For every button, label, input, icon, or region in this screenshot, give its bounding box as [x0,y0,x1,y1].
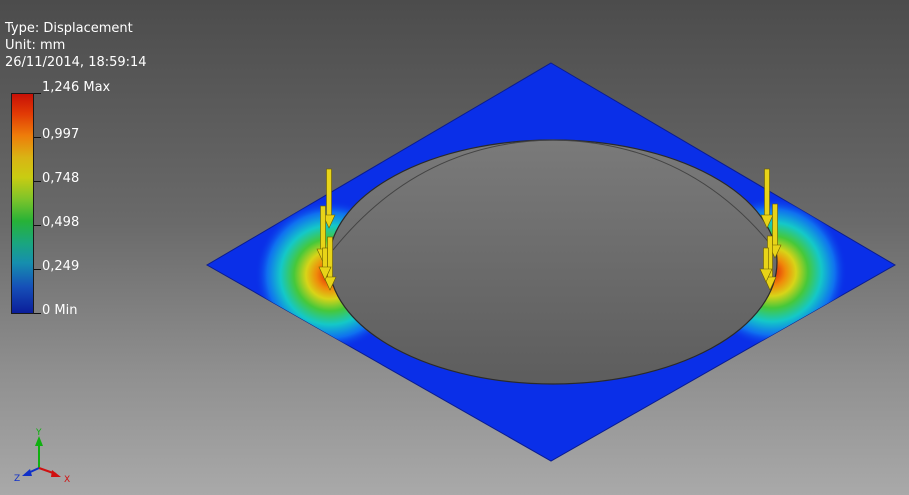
x-axis-label: X [64,475,70,485]
result-type: Type: Displacement [5,21,133,36]
load-arrows-left[interactable] [316,168,337,291]
legend-label: 0,249 [42,259,80,274]
legend-tick [34,137,41,138]
legend-max-label: 1,246 Max [42,80,111,95]
center-hole [328,139,778,385]
legend-label: 0,748 [42,171,80,186]
x-axis-arrow-icon [51,470,61,477]
z-axis-arrow-icon [22,469,32,476]
legend-tick [34,313,41,314]
y-axis-arrow-icon [35,436,43,446]
legend-tick [34,93,41,94]
load-arrow-icon[interactable] [318,247,332,281]
legend-tick [34,181,41,182]
legend-tick [34,269,41,270]
load-arrow-icon[interactable] [760,168,774,229]
legend-label: 0,997 [42,127,80,142]
legend-tick [34,225,41,226]
result-timestamp: 26/11/2014, 18:59:14 [5,55,147,70]
load-arrows-right[interactable] [759,168,782,291]
y-axis-label: Y [35,428,42,438]
legend-label: 0,498 [42,215,80,230]
legend-color-bar [11,93,34,314]
load-arrow-icon[interactable] [322,168,336,229]
axis-triad[interactable]: Y Z X [14,428,84,488]
legend-min-label: 0 Min [42,303,78,318]
load-arrow-icon[interactable] [759,247,773,283]
plate [206,62,896,462]
z-axis-label: Z [14,474,20,484]
result-unit: Unit: mm [5,38,66,53]
